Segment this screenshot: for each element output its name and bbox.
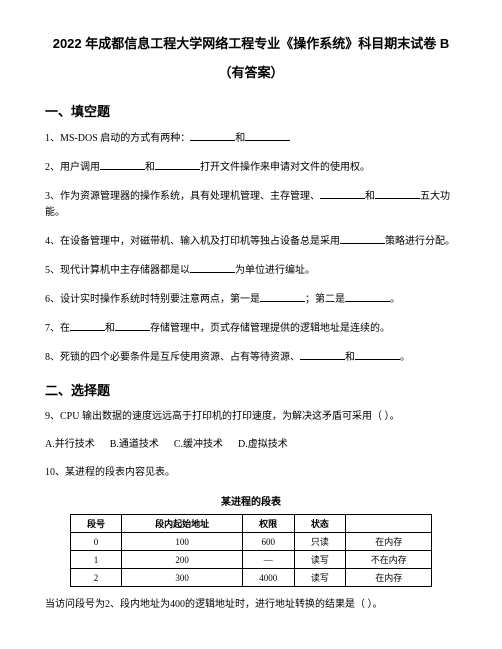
q6-pre: 6、设计实时操作系统时特别要注意两点，第一是 <box>45 294 260 305</box>
blank <box>375 188 420 199</box>
cell: — <box>242 551 294 569</box>
q2-post: 打开文件操作来申请对文件的使用权。 <box>200 162 370 173</box>
table-header-row: 段号 段内起始地址 权限 状态 <box>70 515 432 533</box>
cell: 在内存 <box>346 533 432 551</box>
q2-mid: 和 <box>145 162 155 173</box>
cell: 0 <box>70 533 122 551</box>
q4: 4、在设备管理中，对磁带机、输入机及打印机等独占设备总是采用 策略进行分配。 <box>45 233 457 250</box>
exam-page: 2022 年成都信息工程大学网络工程专业《操作系统》科目期末试卷 B （有答案）… <box>0 0 502 645</box>
cell: 2 <box>70 569 122 587</box>
cell: 在内存 <box>346 569 432 587</box>
th: 状态 <box>294 515 346 533</box>
q1: 1、MS-DOS 启动的方式有两种： 和 <box>45 130 457 147</box>
table-row: 0 100 600 只读 在内存 <box>70 533 432 551</box>
th: 段号 <box>70 515 122 533</box>
cell: 不在内存 <box>346 551 432 569</box>
q7: 7、在 和 存储管理中，页式存储管理提供的逻辑地址是连续的。 <box>45 320 457 337</box>
blank <box>100 159 145 170</box>
cell: 100 <box>122 533 242 551</box>
cell: 读写 <box>294 551 346 569</box>
q5-pre: 5、现代计算机中主存储器都是以 <box>45 265 190 276</box>
q4-pre: 4、在设备管理中，对磁带机、输入机及打印机等独占设备总是采用 <box>45 236 340 247</box>
blank <box>300 349 345 360</box>
cell: 读写 <box>294 569 346 587</box>
q10-line: 10、某进程的段表内容见表。 <box>45 465 457 481</box>
section-choice: 二、选择题 <box>45 380 457 399</box>
q5-post: 为单位进行编址。 <box>235 265 315 276</box>
th <box>346 515 432 533</box>
cell: 只读 <box>294 533 346 551</box>
q4-post: 策略进行分配。 <box>385 236 455 247</box>
section-fill: 一、填空题 <box>45 101 457 120</box>
q7-mid1: 和 <box>105 323 115 334</box>
blank <box>245 130 290 141</box>
blank <box>190 130 235 141</box>
blank <box>320 188 365 199</box>
th: 权限 <box>242 515 294 533</box>
table-row: 1 200 — 读写 不在内存 <box>70 551 432 569</box>
cell: 200 <box>122 551 242 569</box>
q2-pre: 2、用户调用 <box>45 162 100 173</box>
q3-mid: 和 <box>365 191 375 202</box>
q3: 3、作为资源管理器的操作系统，具有处理机管理、主存管理、和五大功能。 <box>45 188 457 221</box>
q8-post: 。 <box>400 352 410 363</box>
title-line-1: 2022 年成都信息工程大学网络工程专业《操作系统》科目期末试卷 B <box>45 30 457 59</box>
th: 段内起始地址 <box>122 515 242 533</box>
q2: 2、用户调用 和 打开文件操作来申请对文件的使用权。 <box>45 159 457 176</box>
table-title: 某进程的段表 <box>45 493 457 508</box>
cell: 600 <box>242 533 294 551</box>
q6: 6、设计实时操作系统时特别要注意两点，第一是 ；第二是 。 <box>45 291 457 308</box>
blank <box>190 262 235 273</box>
q8: 8、死锁的四个必要条件是互斥使用资源、占有等待资源、 和 。 <box>45 349 457 366</box>
q9-options: A.并行技术 B.通道技术 C.缓冲技术 D.虚拟技术 <box>45 437 457 453</box>
q6-post: 。 <box>390 294 400 305</box>
q7-pre: 7、在 <box>45 323 70 334</box>
q1-pre: 1、MS-DOS 启动的方式有两种： <box>45 133 190 144</box>
cell: 4000 <box>242 569 294 587</box>
title-line-2: （有答案） <box>45 59 457 88</box>
blank <box>340 233 385 244</box>
q7-mid2: 存储管理中，页式存储管理提供的逻辑地址是连续的。 <box>150 323 390 334</box>
q6-mid: ；第二是 <box>305 294 345 305</box>
blank <box>260 291 305 302</box>
blank <box>345 291 390 302</box>
blank <box>355 349 400 360</box>
q10-tail: 当访问段号为2、段内地址为400的逻辑地址时，进行地址转换的结果是（ ）。 <box>45 597 457 613</box>
table-row: 2 300 4000 读写 在内存 <box>70 569 432 587</box>
q5: 5、现代计算机中主存储器都是以 为单位进行编址。 <box>45 262 457 279</box>
q8-pre: 8、死锁的四个必要条件是互斥使用资源、占有等待资源、 <box>45 352 300 363</box>
cell: 300 <box>122 569 242 587</box>
q9-line1: 9、CPU 输出数据的速度远远高于打印机的打印速度，为解决这矛盾可采用（ ）。 <box>45 409 457 425</box>
blank <box>70 320 105 331</box>
cell: 1 <box>70 551 122 569</box>
q8-mid: 和 <box>345 352 355 363</box>
blank <box>115 320 150 331</box>
blank <box>155 159 200 170</box>
q1-mid: 和 <box>235 133 245 144</box>
segment-table: 段号 段内起始地址 权限 状态 0 100 600 只读 在内存 1 200 —… <box>70 514 433 587</box>
q3-pre: 3、作为资源管理器的操作系统，具有处理机管理、主存管理、 <box>45 191 320 202</box>
